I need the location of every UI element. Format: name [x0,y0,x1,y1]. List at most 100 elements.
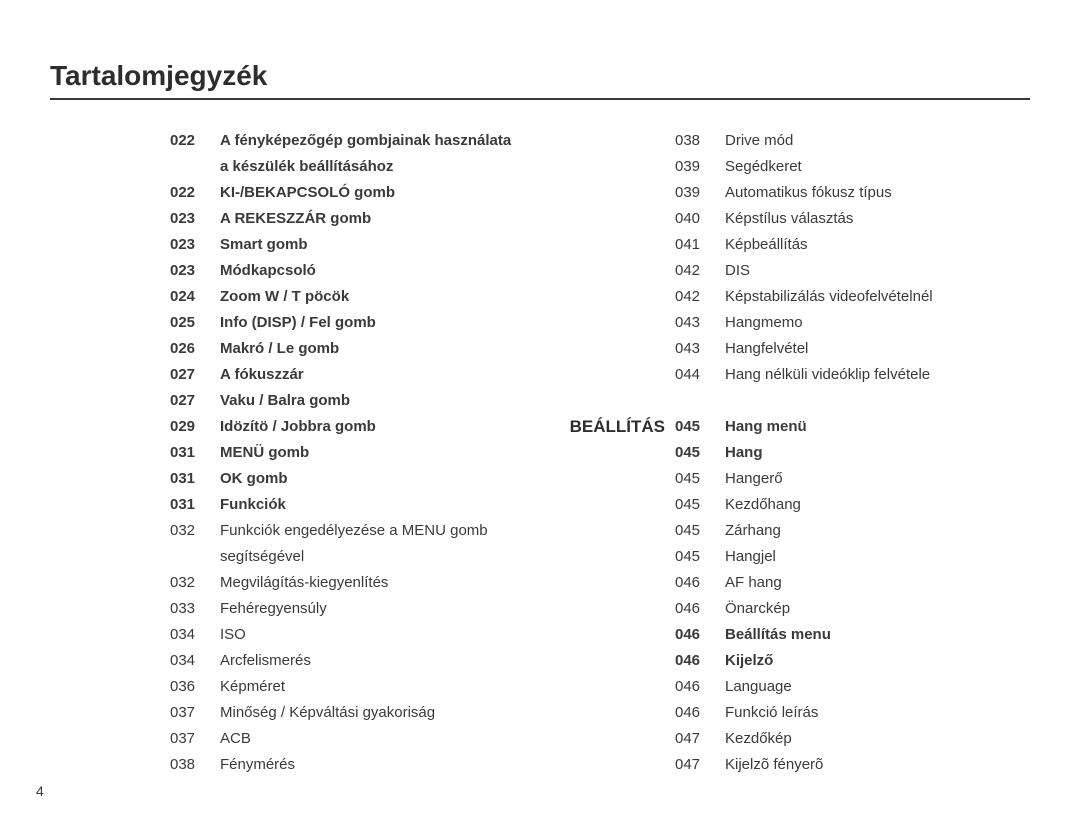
toc-entry-label: DIS [725,258,1030,284]
toc-entry-label: A fókuszzár [220,362,525,388]
toc-entry-label: Hang nélküli videóklip felvétele [725,362,1030,388]
toc-entry-label: ACB [220,726,525,752]
toc-entry-page: 026 [170,336,220,362]
left-entries: 022A fényképezőgép gombjainak használata… [170,128,525,778]
toc-entry-page: 045 [675,492,725,518]
toc-entry-label: A REKESZZÁR gomb [220,206,525,232]
toc-entry-label: Kijelző [725,648,1030,674]
toc-entry-page: 047 [675,726,725,752]
toc-entry-label: A fényképezőgép gombjainak használata [220,128,525,154]
toc-entry-page: 034 [170,648,220,674]
toc-entry: 045Hangjel [675,544,1030,570]
toc-entry-label: Segédkeret [725,154,1030,180]
toc-entry-page: 047 [675,752,725,778]
toc-entry-label: Makró / Le gomb [220,336,525,362]
toc-entry: 046Önarckép [675,596,1030,622]
toc-entry: 032Funkciók engedélyezése a MENU gomb [170,518,525,544]
toc-entry-page: 046 [675,622,725,648]
left-section-label [50,128,170,778]
toc-entry-page: 040 [675,206,725,232]
toc-entry-page: 023 [170,258,220,284]
toc-entry-label: Kezdőhang [725,492,1030,518]
toc-entry: 033Fehéregyensúly [170,596,525,622]
toc-entry-page: 045 [675,466,725,492]
toc-entry-label: Hang menü [725,414,1030,440]
toc-entry-page: 039 [675,154,725,180]
toc-entry-page: 038 [170,752,220,778]
toc-entry-page: 031 [170,466,220,492]
toc-entry-label: Kijelzõ fényerõ [725,752,1030,778]
toc-entry-label: Smart gomb [220,232,525,258]
toc-entry: 047Kijelzõ fényerõ [675,752,1030,778]
toc-entry: 038Drive mód [675,128,1030,154]
toc-entry: 023Smart gomb [170,232,525,258]
toc-entry-page: 045 [675,518,725,544]
toc-entry-page: 041 [675,232,725,258]
toc-entry-page: 036 [170,674,220,700]
toc-entry-label: MENÜ gomb [220,440,525,466]
toc-entry-label: Képbeállítás [725,232,1030,258]
toc-entry: 046Language [675,674,1030,700]
right-section-label: BEÁLLÍTÁS [555,128,675,778]
toc-entry: 027A fókuszzár [170,362,525,388]
toc-entry-page: 034 [170,622,220,648]
toc-entry: 031OK gomb [170,466,525,492]
toc-entry-label: Idözítö / Jobbra gomb [220,414,525,440]
toc-entry: 046AF hang [675,570,1030,596]
toc-entry: 029Idözítö / Jobbra gomb [170,414,525,440]
toc-entry-label: Zoom W / T pöcök [220,284,525,310]
toc-entry: 022KI-/BEKAPCSOLÓ gomb [170,180,525,206]
toc-entry-page: 029 [170,414,220,440]
toc-entry-label: Kezdőkép [725,726,1030,752]
toc-entry: 038Fénymérés [170,752,525,778]
toc-entry-label: Megvilágítás-kiegyenlítés [220,570,525,596]
toc-entry: 039Automatikus fókusz típus [675,180,1030,206]
toc-entry-label: Arcfelismerés [220,648,525,674]
toc-entry: 043Hangfelvétel [675,336,1030,362]
toc-entry: 031MENÜ gomb [170,440,525,466]
toc-entry-page: 039 [675,180,725,206]
toc-entry: 044Hang nélküli videóklip felvétele [675,362,1030,388]
toc-entry: 031Funkciók [170,492,525,518]
toc-entry-label: Képstabilizálás videofelvételnél [725,284,1030,310]
toc-entry-page: 046 [675,648,725,674]
toc-entry: 023Módkapcsoló [170,258,525,284]
toc-entry: 046Kijelző [675,648,1030,674]
toc-entry: 042Képstabilizálás videofelvételnél [675,284,1030,310]
toc-entry-page: 046 [675,700,725,726]
toc-entry: 025Info (DISP) / Fel gomb [170,310,525,336]
toc-entry-label: Minőség / Képváltási gyakoriság [220,700,525,726]
toc-entry-label: Language [725,674,1030,700]
toc-entry-page: 046 [675,674,725,700]
toc-entry-label: OK gomb [220,466,525,492]
toc-entry-page: 027 [170,388,220,414]
toc-page: Tartalomjegyzék 022A fényképezőgép gombj… [0,0,1080,815]
toc-entry-label: Hang [725,440,1030,466]
toc-entry-label: Zárhang [725,518,1030,544]
toc-entry-label: Hangerő [725,466,1030,492]
toc-entry: 045Hangerő [675,466,1030,492]
toc-entry-label: Önarckép [725,596,1030,622]
page-title: Tartalomjegyzék [50,60,1030,100]
toc-entry-label: Vaku / Balra gomb [220,388,525,414]
toc-entry-page: 038 [675,128,725,154]
toc-entry: 032Megvilágítás-kiegyenlítés [170,570,525,596]
toc-entry: 037ACB [170,726,525,752]
toc-entry-page: 032 [170,518,220,544]
toc-entry: 040Képstílus választás [675,206,1030,232]
toc-entry-label: Hangmemo [725,310,1030,336]
toc-entry: 026Makró / Le gomb [170,336,525,362]
toc-entry-label: Funkciók engedélyezése a MENU gomb [220,518,525,544]
toc-entry-page: 043 [675,310,725,336]
toc-entry: 039Segédkeret [675,154,1030,180]
toc-entry: 022A fényképezőgép gombjainak használata [170,128,525,154]
toc-entry: 041Képbeállítás [675,232,1030,258]
toc-entry-page: 025 [170,310,220,336]
toc-entry-label: ISO [220,622,525,648]
spacer [675,388,1030,414]
toc-entry-label: Fehéregyensúly [220,596,525,622]
toc-entry-page: 031 [170,440,220,466]
toc-entry-page: 023 [170,232,220,258]
toc-left-column: 022A fényképezőgép gombjainak használata… [50,128,525,778]
toc-entry-page: 032 [170,570,220,596]
